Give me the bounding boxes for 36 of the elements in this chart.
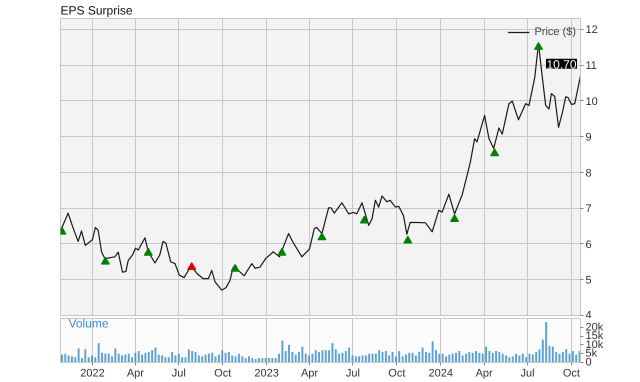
legend-title: EPS Surprise: [60, 4, 133, 18]
y-tick-label: 12: [586, 24, 598, 36]
x-tick-label: Apr: [300, 368, 318, 380]
x-tick-label: 2023: [254, 368, 279, 380]
x-tick-label: Apr: [476, 368, 494, 380]
x-tick-label: Jul: [172, 368, 186, 380]
annotation: 10.70: [546, 57, 577, 72]
point: [534, 42, 544, 50]
point: [230, 264, 240, 272]
point: [100, 256, 110, 265]
y-tick-label: 8: [586, 167, 592, 180]
y-tick-label: 0: [586, 356, 592, 368]
point: [277, 248, 286, 256]
x-tick-label: 2022: [80, 368, 105, 380]
x-tick-label: Oct: [214, 368, 232, 380]
x-tick-label: 2024: [428, 368, 453, 380]
x-tick-label: Apr: [126, 368, 144, 380]
point: [403, 236, 412, 244]
y-tick-label: 6: [586, 238, 592, 251]
chart-title: Volume: [68, 316, 109, 330]
y-tick-label: 10: [586, 96, 598, 108]
legend-label: Price ($): [534, 26, 576, 38]
point: [450, 214, 460, 222]
point: [360, 216, 369, 224]
point: [187, 262, 196, 270]
y-tick-label: 5: [586, 274, 592, 287]
point: [317, 232, 326, 240]
x-tick-label: Oct: [562, 368, 580, 380]
y-tick-label: 7: [586, 203, 592, 216]
y-tick-label: 11: [586, 60, 597, 72]
y-tick-label: 9: [586, 132, 592, 144]
point: [490, 148, 500, 156]
x-tick-label: Jul: [520, 368, 535, 380]
x-tick-label: Oct: [388, 368, 406, 380]
x-tick-label: Jul: [346, 368, 360, 380]
point: [144, 248, 153, 256]
